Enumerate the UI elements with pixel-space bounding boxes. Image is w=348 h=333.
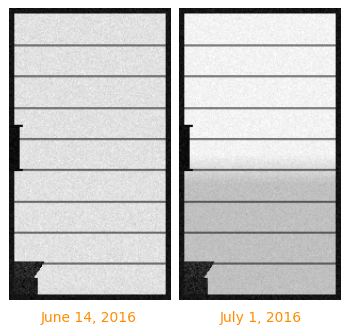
Text: July 1, 2016: July 1, 2016 bbox=[219, 311, 301, 325]
Text: June 14, 2016: June 14, 2016 bbox=[41, 311, 137, 325]
